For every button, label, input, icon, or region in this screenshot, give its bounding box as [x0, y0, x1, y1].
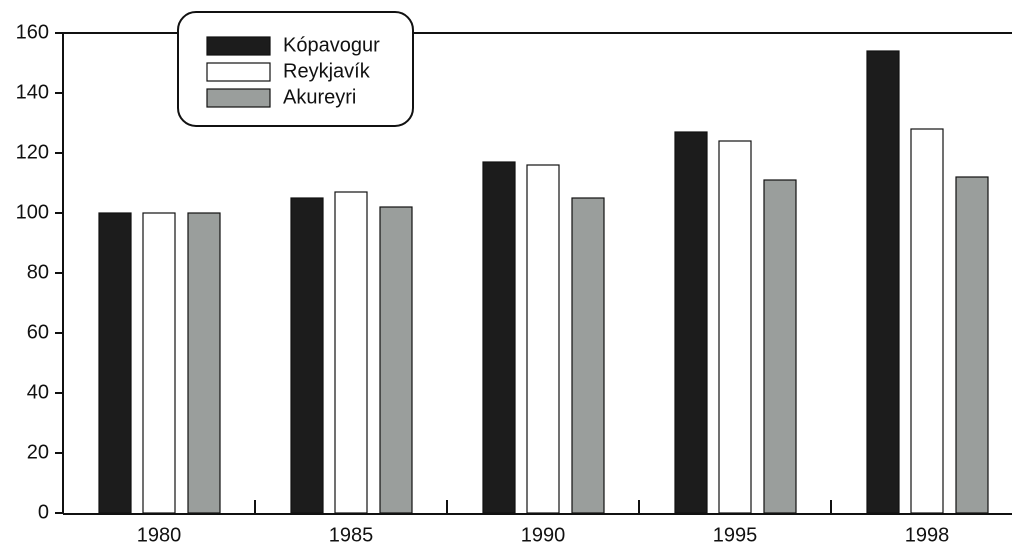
- legend-swatch: [206, 88, 271, 108]
- bar: [763, 179, 797, 514]
- x-tick-label: 1980: [137, 524, 182, 546]
- y-tick-label: 100: [16, 201, 49, 223]
- x-tick-label: 1985: [329, 524, 374, 546]
- bar: [955, 176, 989, 514]
- legend-swatch: [206, 36, 271, 56]
- y-tick-label: 40: [27, 381, 49, 403]
- y-tick-label: 20: [27, 441, 49, 463]
- bar: [379, 206, 413, 514]
- legend-label: Akureyri: [283, 86, 356, 108]
- bar: [526, 164, 560, 514]
- bar: [334, 191, 368, 514]
- bar: [290, 197, 324, 514]
- x-tick-label: 1990: [521, 524, 566, 546]
- bar: [674, 131, 708, 514]
- bar: [718, 140, 752, 514]
- bar: [142, 212, 176, 514]
- bar: [98, 212, 132, 514]
- y-tick-label: 80: [27, 261, 49, 283]
- bar: [187, 212, 221, 514]
- y-tick-label: 120: [16, 141, 49, 163]
- y-tick-label: 140: [16, 81, 49, 103]
- y-tick-label: 60: [27, 321, 49, 343]
- x-tick-label: 1998: [905, 524, 950, 546]
- y-tick-label: 0: [38, 501, 49, 523]
- bar: [910, 128, 944, 514]
- legend-label: Kópavogur: [283, 34, 380, 56]
- legend-swatch: [206, 62, 271, 82]
- bar: [571, 197, 605, 514]
- y-tick-label: 160: [16, 21, 49, 43]
- legend-label: Reykjavík: [283, 60, 371, 82]
- x-tick-label: 1995: [713, 524, 758, 546]
- bar: [482, 161, 516, 514]
- bar: [866, 50, 900, 514]
